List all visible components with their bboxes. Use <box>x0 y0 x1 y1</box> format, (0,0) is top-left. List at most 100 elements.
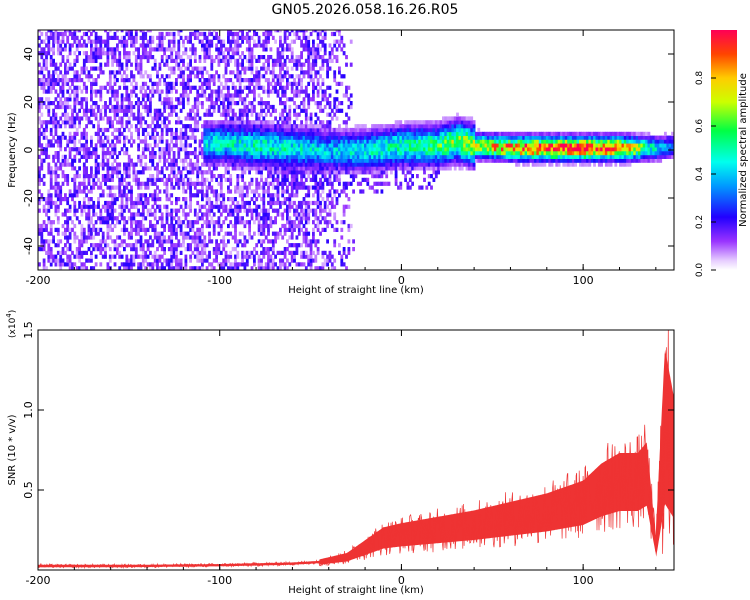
heatmap-cell <box>326 97 329 102</box>
heatmap-cell <box>234 131 237 136</box>
heatmap-cell <box>170 58 174 63</box>
heatmap-cell <box>371 166 374 171</box>
heatmap-cell <box>179 177 183 182</box>
heatmap-cell <box>66 220 70 225</box>
heatmap-cell <box>222 143 226 148</box>
heatmap-cell <box>123 70 126 75</box>
heatmap-cell <box>116 139 119 144</box>
heatmap-cell <box>49 89 53 94</box>
heatmap-cell <box>167 262 171 267</box>
heatmap-cell <box>321 131 325 136</box>
heatmap-cell <box>85 212 88 217</box>
heatmap-cell <box>184 143 188 148</box>
heatmap-cell <box>366 158 370 163</box>
heatmap-cell <box>227 223 230 229</box>
heatmap-cell <box>281 158 285 163</box>
heatmap-cell <box>241 135 244 140</box>
heatmap-cell <box>253 166 256 171</box>
heatmap-cell <box>309 262 313 267</box>
heatmap-cell <box>85 104 88 110</box>
heatmap-cell <box>196 154 200 159</box>
heatmap-cell <box>80 212 84 217</box>
heatmap-cell <box>94 181 98 186</box>
heatmap-cell <box>293 124 296 129</box>
heatmap-cell <box>300 124 303 129</box>
heatmap-cell <box>94 231 98 236</box>
heatmap-cell <box>201 258 204 263</box>
heatmap-cell <box>153 47 157 52</box>
heatmap-cell <box>293 170 296 175</box>
heatmap-cell <box>94 47 98 52</box>
heatmap-cell <box>198 166 202 171</box>
heatmap-cell <box>106 120 110 125</box>
heatmap-cell <box>307 70 311 75</box>
heatmap-cell <box>352 189 355 194</box>
heatmap-cell <box>158 204 162 209</box>
heatmap-cell <box>120 204 124 209</box>
heatmap-cell <box>40 70 44 75</box>
heatmap-cell <box>304 58 308 63</box>
heatmap-cell <box>203 135 207 140</box>
heatmap-cell <box>130 70 133 75</box>
heatmap-cell <box>134 227 138 232</box>
heatmap-cell <box>108 101 112 106</box>
heatmap-cell <box>210 97 214 102</box>
heatmap-cell <box>286 220 289 225</box>
heatmap-cell <box>167 235 171 240</box>
heatmap-cell <box>262 139 266 144</box>
heatmap-cell <box>59 139 63 144</box>
heatmap-cell <box>227 151 230 156</box>
heatmap-cell <box>316 131 320 136</box>
heatmap-cell <box>309 127 313 133</box>
heatmap-cell <box>182 239 185 244</box>
heatmap-cell <box>312 143 315 148</box>
heatmap-cell <box>182 101 185 106</box>
heatmap-cell <box>371 158 374 163</box>
heatmap-cell <box>255 154 259 159</box>
heatmap-cell <box>243 143 247 148</box>
heatmap-cell <box>304 43 308 48</box>
heatmap-cell <box>196 124 200 129</box>
heatmap-cell <box>364 162 367 167</box>
heatmap-cell <box>71 197 74 202</box>
heatmap-cell <box>198 254 202 259</box>
heatmap-cell <box>234 143 237 148</box>
heatmap-cell <box>104 162 107 167</box>
heatmap-cell <box>279 127 282 133</box>
heatmap-cell <box>321 135 325 140</box>
heatmap-cell <box>371 135 374 140</box>
heatmap-cell <box>276 154 280 159</box>
heatmap-cell <box>182 97 185 102</box>
heatmap-cell <box>314 243 318 248</box>
heatmap-cell <box>186 135 190 140</box>
heatmap-cell <box>314 85 318 90</box>
heatmap-cell <box>172 154 176 159</box>
heatmap-cell <box>321 139 325 144</box>
heatmap-cell <box>75 266 79 270</box>
heatmap-cell <box>108 227 112 232</box>
heatmap-cell <box>231 147 235 152</box>
heatmap-cell <box>283 104 287 110</box>
heatmap-cell <box>321 266 325 270</box>
heatmap-cell <box>118 108 122 113</box>
heatmap-cell <box>47 30 51 33</box>
heatmap-cell <box>156 235 159 240</box>
heatmap-cell <box>250 254 254 259</box>
heatmap-cell <box>281 162 285 167</box>
heatmap-cell <box>134 247 138 252</box>
heatmap-cell <box>248 120 251 125</box>
heatmap-cell <box>290 135 294 140</box>
heatmap-cell <box>335 143 339 148</box>
heatmap-cell <box>248 151 251 156</box>
heatmap-cell <box>42 204 46 209</box>
heatmap-cell <box>224 170 228 175</box>
heatmap-cell <box>293 158 296 163</box>
heatmap-cell <box>80 235 84 240</box>
heatmap-cell <box>234 220 237 225</box>
heatmap-cell <box>208 220 211 225</box>
heatmap-cell <box>141 104 145 110</box>
heatmap-cell <box>219 239 223 244</box>
heatmap-cell <box>179 55 183 60</box>
heatmap-cell <box>264 30 268 33</box>
heatmap-cell <box>165 151 169 156</box>
